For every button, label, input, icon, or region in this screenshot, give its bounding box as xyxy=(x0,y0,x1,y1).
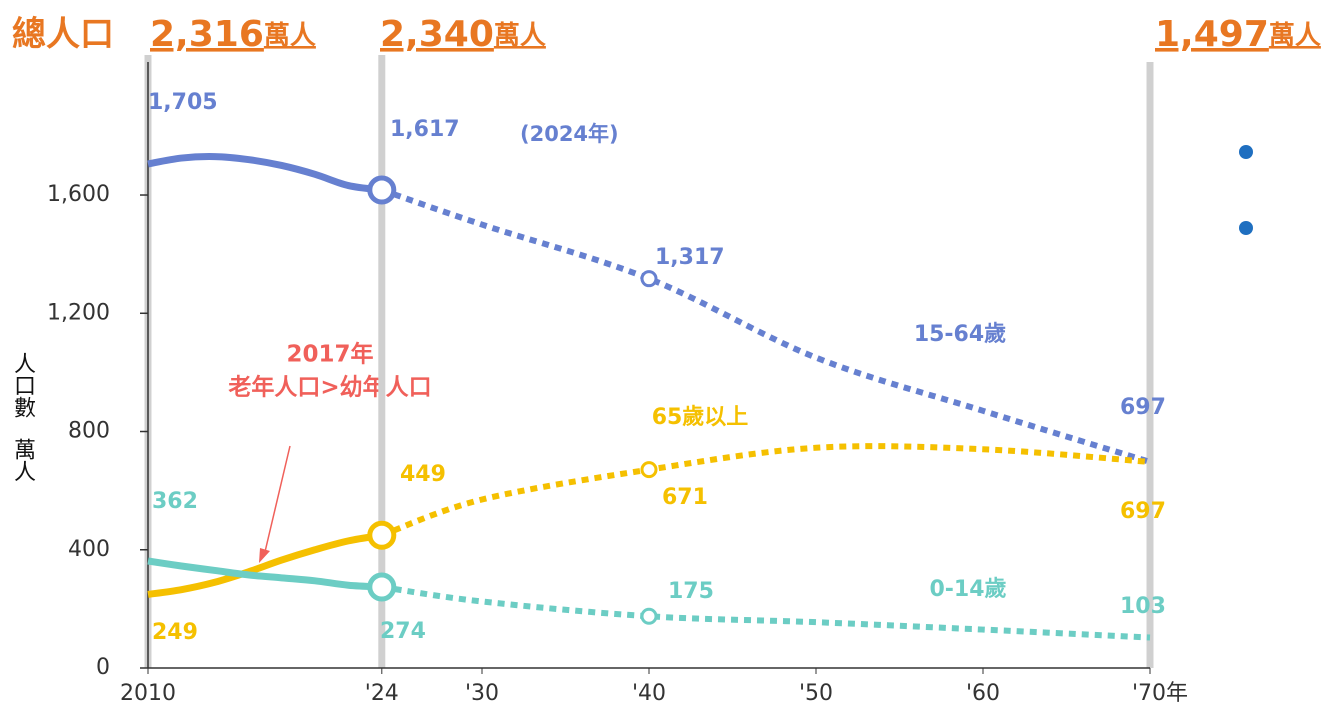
total-label: 1,497萬人 xyxy=(1155,14,1321,55)
projection-line xyxy=(380,443,1151,539)
arrow xyxy=(263,445,291,557)
x-tick-label: '70年 xyxy=(1132,681,1188,706)
total-unit: 萬人 xyxy=(494,21,546,51)
value-label: 697 xyxy=(1120,499,1166,524)
marker xyxy=(367,572,397,602)
y-tick-label: 1,200 xyxy=(47,300,110,325)
projection-line xyxy=(381,584,1151,641)
value-label: 1,705 xyxy=(148,90,218,115)
y-tick-label: 0 xyxy=(96,655,110,680)
marker xyxy=(367,520,397,550)
history-line xyxy=(147,557,382,591)
marker xyxy=(367,175,397,205)
history-line xyxy=(147,153,383,194)
series-label: 15-64歲 xyxy=(914,322,1006,347)
value-label: 175 xyxy=(668,579,714,604)
total-label: 2,316萬人 xyxy=(150,14,316,55)
value-label: 1,617 xyxy=(390,117,460,142)
annotation: (2024年) xyxy=(520,122,619,146)
total-unit: 萬人 xyxy=(264,21,316,51)
total-value: 2,316 xyxy=(150,14,264,55)
value-label: 362 xyxy=(152,489,198,514)
total-value: 1,497 xyxy=(1155,14,1269,55)
x-tick-label: '40 xyxy=(632,681,666,706)
annotation: 2017年 xyxy=(286,341,373,368)
bullet xyxy=(1239,221,1253,235)
series-label: 0-14歲 xyxy=(929,577,1006,602)
x-tick-label: '30 xyxy=(465,681,499,706)
marker xyxy=(640,461,658,479)
y-axis-label: 人口數 xyxy=(10,352,36,418)
value-label: 449 xyxy=(400,462,446,487)
marker xyxy=(640,607,658,625)
total-label: 2,340萬人 xyxy=(380,14,546,55)
marker xyxy=(640,270,658,288)
total-unit: 萬人 xyxy=(1269,21,1321,51)
x-tick-label: 2010 xyxy=(120,681,176,706)
value-label: 249 xyxy=(152,620,198,645)
value-label: 671 xyxy=(662,485,708,510)
x-tick-label: '50 xyxy=(799,681,833,706)
value-label: 103 xyxy=(1120,594,1166,619)
annotation: 老年人口>幼年人口 xyxy=(227,374,431,401)
projection-line xyxy=(380,187,1151,465)
y-tick-label: 400 xyxy=(68,537,110,562)
y-tick-label: 800 xyxy=(68,419,110,444)
y-axis-label: 萬人 xyxy=(10,438,36,482)
total-title: 總人口 xyxy=(12,15,114,55)
history-line xyxy=(147,531,383,598)
x-tick-label: '24 xyxy=(365,681,399,706)
value-label: 697 xyxy=(1120,395,1166,420)
total-value: 2,340 xyxy=(380,14,494,55)
bullet xyxy=(1239,145,1253,159)
value-label: 274 xyxy=(380,619,426,644)
arrow-head xyxy=(259,548,270,563)
value-label: 1,317 xyxy=(655,245,725,270)
x-tick-label: '60 xyxy=(966,681,1000,706)
y-tick-label: 1,600 xyxy=(47,182,110,207)
series-label: 65歲以上 xyxy=(652,405,749,430)
